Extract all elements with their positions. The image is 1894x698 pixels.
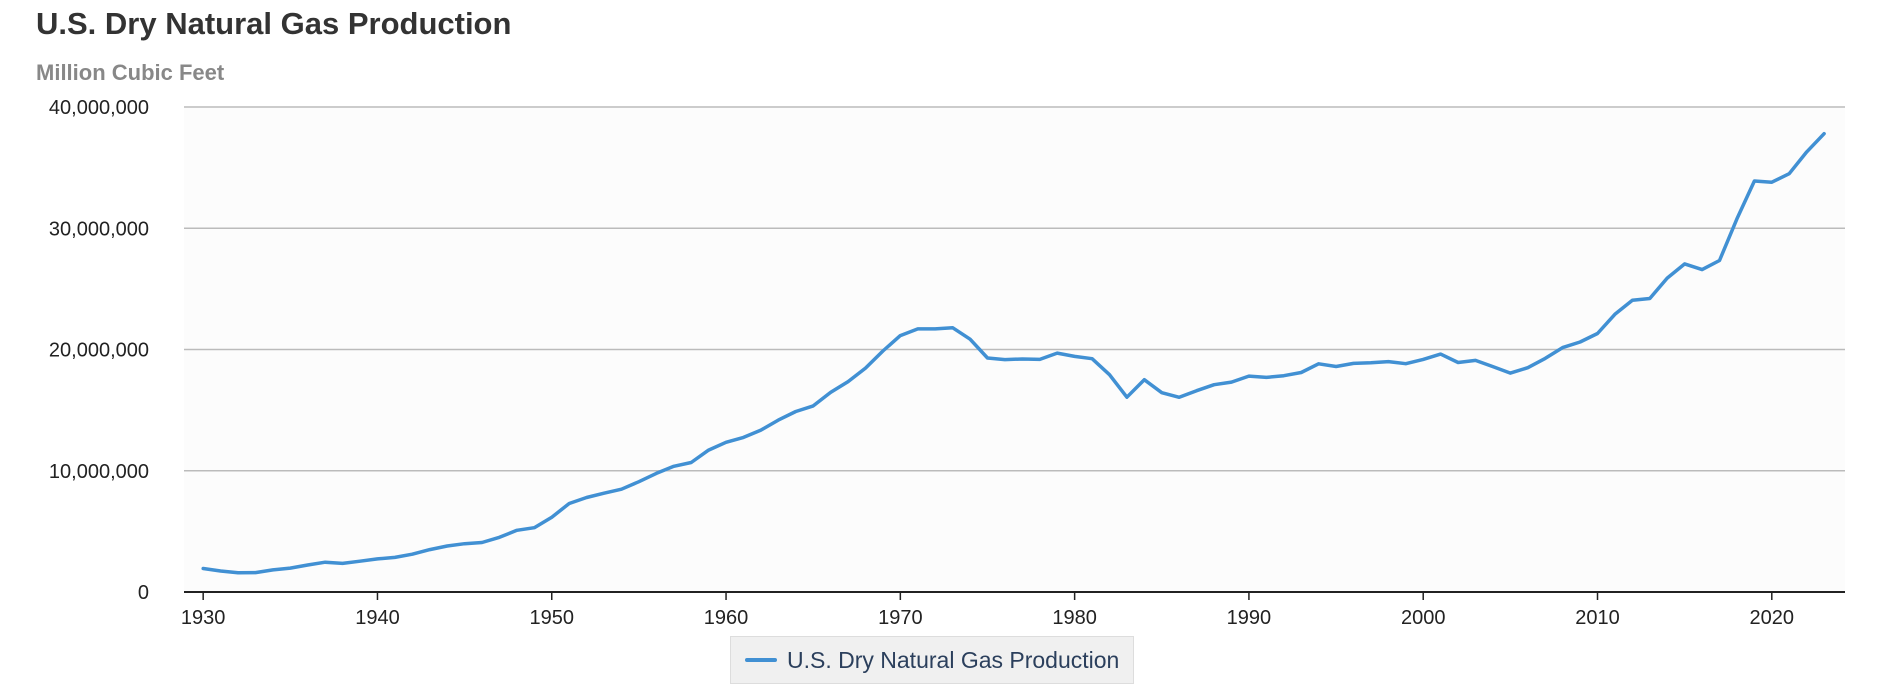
x-tick-label: 1930	[181, 607, 226, 629]
x-tick-label: 1970	[878, 607, 923, 629]
x-tick-label: 1940	[355, 607, 400, 629]
y-tick-label: 40,000,000	[49, 97, 149, 119]
chart-subtitle: Million Cubic Feet	[36, 60, 225, 85]
legend-label: U.S. Dry Natural Gas Production	[787, 646, 1120, 673]
series-layer	[201, 131, 1826, 575]
legend-swatch	[745, 658, 777, 662]
chart-title: U.S. Dry Natural Gas Production	[36, 6, 512, 41]
y-tick-label: 30,000,000	[49, 218, 149, 240]
y-tick-label: 10,000,000	[49, 461, 149, 483]
y-tick-label: 20,000,000	[49, 340, 149, 362]
x-tick-label: 2020	[1750, 607, 1795, 629]
x-tick-label: 2000	[1401, 607, 1446, 629]
axes: 0 10,000,000 20,000,000 30,000,000 40,000,00…	[49, 97, 1845, 629]
x-tick-label: 1990	[1227, 607, 1272, 629]
x-tick-label: 1960	[704, 607, 749, 629]
x-tick-label: 2010	[1575, 607, 1620, 629]
y-tick-label: 0	[138, 582, 149, 604]
x-tick-label: 1950	[530, 607, 575, 629]
legend[interactable]: U.S. Dry Natural Gas Production	[730, 636, 1135, 684]
series-line[interactable]	[201, 131, 1826, 575]
x-tick-label: 1980	[1052, 607, 1097, 629]
gridlines	[184, 106, 1845, 472]
